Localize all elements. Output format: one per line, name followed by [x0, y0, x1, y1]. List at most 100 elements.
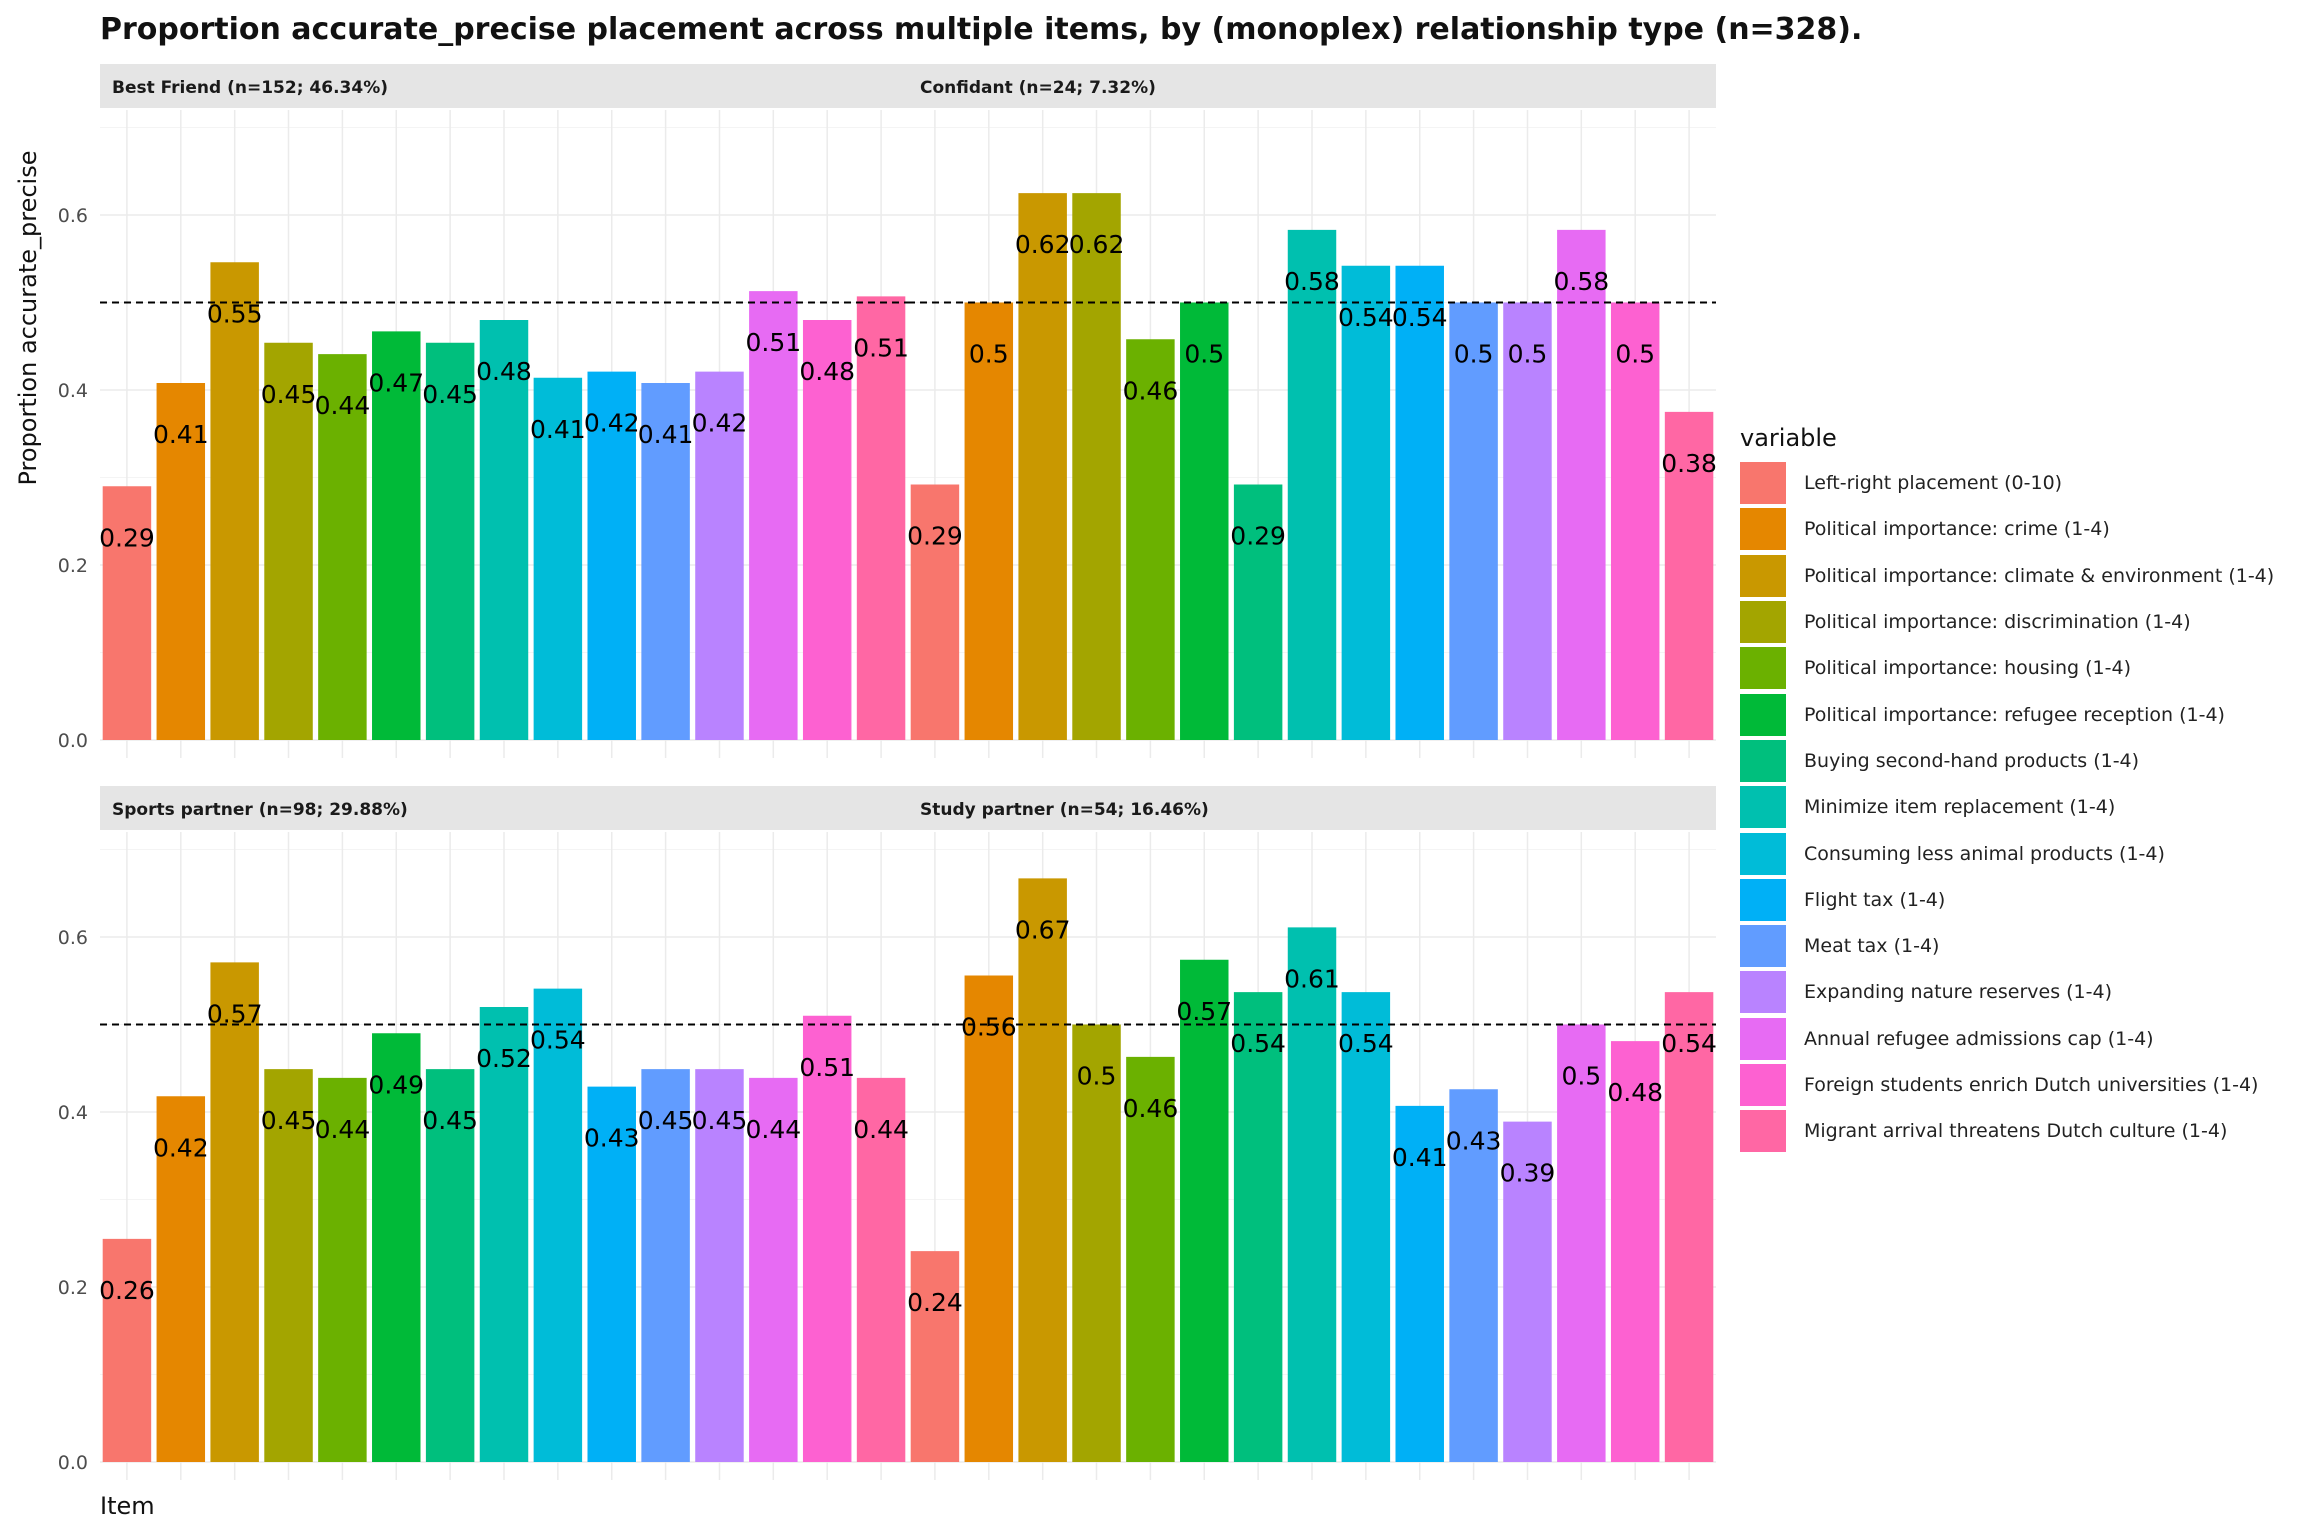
panel-4-bar [1449, 1089, 1498, 1462]
legend-label: Meat tax (1-4) [1804, 935, 1940, 958]
panel-2-bar-label: 0.5 [1615, 340, 1655, 369]
legend-label: Political importance: climate & environm… [1804, 564, 2275, 587]
panel-3-bar-label: 0.43 [584, 1124, 640, 1153]
panel-4-bar [1126, 1056, 1175, 1462]
legend-label: Annual refugee admissions cap (1-4) [1804, 1027, 2154, 1050]
panel-4-bar-label: 0.24 [907, 1288, 963, 1317]
panel-2-bar [1018, 193, 1067, 740]
panel-3-strip-label: Sports partner (n=98; 29.88%) [112, 800, 408, 820]
panel-4-bar-label: 0.5 [1077, 1062, 1117, 1091]
panel-4-bar-label: 0.56 [961, 1013, 1017, 1042]
panel-2-bar-label: 0.5 [969, 340, 1009, 369]
panel-4-bar [1610, 1041, 1660, 1462]
panel-4-bar [1233, 992, 1283, 1462]
panel-1-bar [587, 371, 636, 740]
panel-3-bar-label: 0.45 [422, 1106, 478, 1135]
legend-label: Political importance: crime (1-4) [1804, 518, 2110, 541]
panel-3-y-tick-label: 0.4 [58, 1102, 88, 1124]
legend-swatch [1740, 508, 1786, 551]
panel-3-y-tick-label: 0.2 [58, 1277, 88, 1299]
panel-4-bar [1287, 927, 1337, 1462]
panel-4-bar [964, 975, 1014, 1462]
panel-1-bar-label: 0.51 [745, 328, 801, 357]
panel-4-bar-label: 0.39 [1500, 1159, 1556, 1188]
legend-item: Political importance: crime (1-4) [1740, 506, 2274, 552]
panel-3-bar-label: 0.42 [153, 1133, 209, 1162]
panel-4-bar-label: 0.54 [1230, 1029, 1286, 1058]
panel-4-bar [910, 1251, 960, 1462]
panel-2-bar [1287, 229, 1337, 740]
panel-2-bar [1664, 411, 1714, 740]
legend-item: Political importance: discrimination (1-… [1740, 599, 2274, 645]
panel-1-bar [372, 331, 421, 740]
panel-3-bar-label: 0.57 [207, 999, 263, 1028]
panel-3-bar-label: 0.44 [853, 1115, 909, 1144]
panel-3-strip [100, 786, 908, 830]
panel-1-bar [802, 320, 852, 740]
panel-3-y-tick-label: 0.6 [58, 927, 88, 949]
chart-title: Proportion accurate_precise placement ac… [100, 12, 1863, 47]
legend-items: Left-right placement (0-10) Political imp… [1740, 460, 2274, 1154]
panel-3-bar [210, 962, 259, 1462]
legend-item: Annual refugee admissions cap (1-4) [1740, 1016, 2274, 1062]
legend-item: Minimize item replacement (1-4) [1740, 784, 2274, 830]
panel-2-strip [908, 64, 1716, 108]
legend-swatch [1740, 925, 1786, 968]
panel-2-bar-label: 0.38 [1661, 449, 1717, 478]
legend-label: Political importance: housing (1-4) [1804, 657, 2131, 680]
panel-3-bar [695, 1069, 744, 1462]
panel-4-bar [1503, 1121, 1552, 1462]
legend-swatch [1740, 739, 1786, 782]
legend-item: Flight tax (1-4) [1740, 877, 2274, 923]
panel-1-bar [264, 342, 313, 740]
panel-4-bar [1664, 992, 1714, 1462]
legend-item: Expanding nature reserves (1-4) [1740, 969, 2274, 1015]
panel-4-bar-label: 0.54 [1338, 1029, 1394, 1058]
panel-4-bar-label: 0.57 [1176, 997, 1232, 1026]
panel-1-y-tick-label: 0.4 [58, 380, 88, 402]
panel-2-bar-label: 0.54 [1338, 303, 1394, 332]
legend: variable Left-right placement (0-10) Poli… [1740, 424, 2274, 1154]
panel-1-bar-label: 0.48 [476, 357, 532, 386]
panel-2-bar [1072, 193, 1121, 740]
panel-4-bar-label: 0.48 [1607, 1078, 1663, 1107]
legend-item: Meat tax (1-4) [1740, 923, 2274, 969]
panel-2-bar [964, 302, 1014, 740]
panel-1-y-tick-label: 0.6 [58, 205, 88, 227]
panel-2-bar-label: 0.58 [1284, 267, 1340, 296]
panel-4-bar [1341, 992, 1391, 1462]
panel-1-bar-label: 0.42 [692, 409, 748, 438]
panel-3-bar [264, 1069, 313, 1462]
legend-item: Political importance: refugee reception … [1740, 691, 2274, 737]
panel-2-bar [910, 484, 960, 740]
legend-swatch [1740, 1110, 1786, 1153]
legend-label: Flight tax (1-4) [1804, 888, 1946, 911]
panel-1-bar-label: 0.41 [638, 420, 694, 449]
legend-swatch [1740, 971, 1786, 1014]
panel-1-bar-label: 0.55 [207, 299, 263, 328]
panel-4-bar [1395, 1105, 1444, 1462]
panel-4-bar [1072, 1024, 1121, 1462]
legend-swatch [1740, 693, 1786, 736]
panel-2-bar-label: 0.5 [1508, 340, 1548, 369]
panel-2-bar-label: 0.5 [1454, 340, 1494, 369]
panel-4-bar-label: 0.61 [1284, 964, 1340, 993]
panel-1-bar [156, 383, 206, 740]
panel-3-bar [102, 1238, 152, 1462]
legend-swatch [1740, 1064, 1786, 1106]
panel-2-bar [1126, 339, 1175, 740]
panel-1-bar [210, 262, 259, 740]
panel-3-bar [802, 1015, 852, 1462]
panel-1-bar-label: 0.51 [853, 333, 909, 362]
panel-3-bar [641, 1069, 690, 1462]
panel-2-bar-label: 0.29 [1230, 522, 1286, 551]
panel-2-bar-label: 0.29 [907, 522, 963, 551]
legend-swatch [1740, 601, 1786, 644]
legend-swatch [1740, 462, 1786, 505]
panel-3-bar [587, 1086, 636, 1462]
panel-4-bar-label: 0.41 [1392, 1143, 1448, 1172]
panel-1-bar-label: 0.29 [99, 523, 155, 552]
panel-1-bar [318, 354, 367, 740]
panel-1-bar-label: 0.47 [368, 368, 424, 397]
panel-3-bar [479, 1007, 529, 1462]
